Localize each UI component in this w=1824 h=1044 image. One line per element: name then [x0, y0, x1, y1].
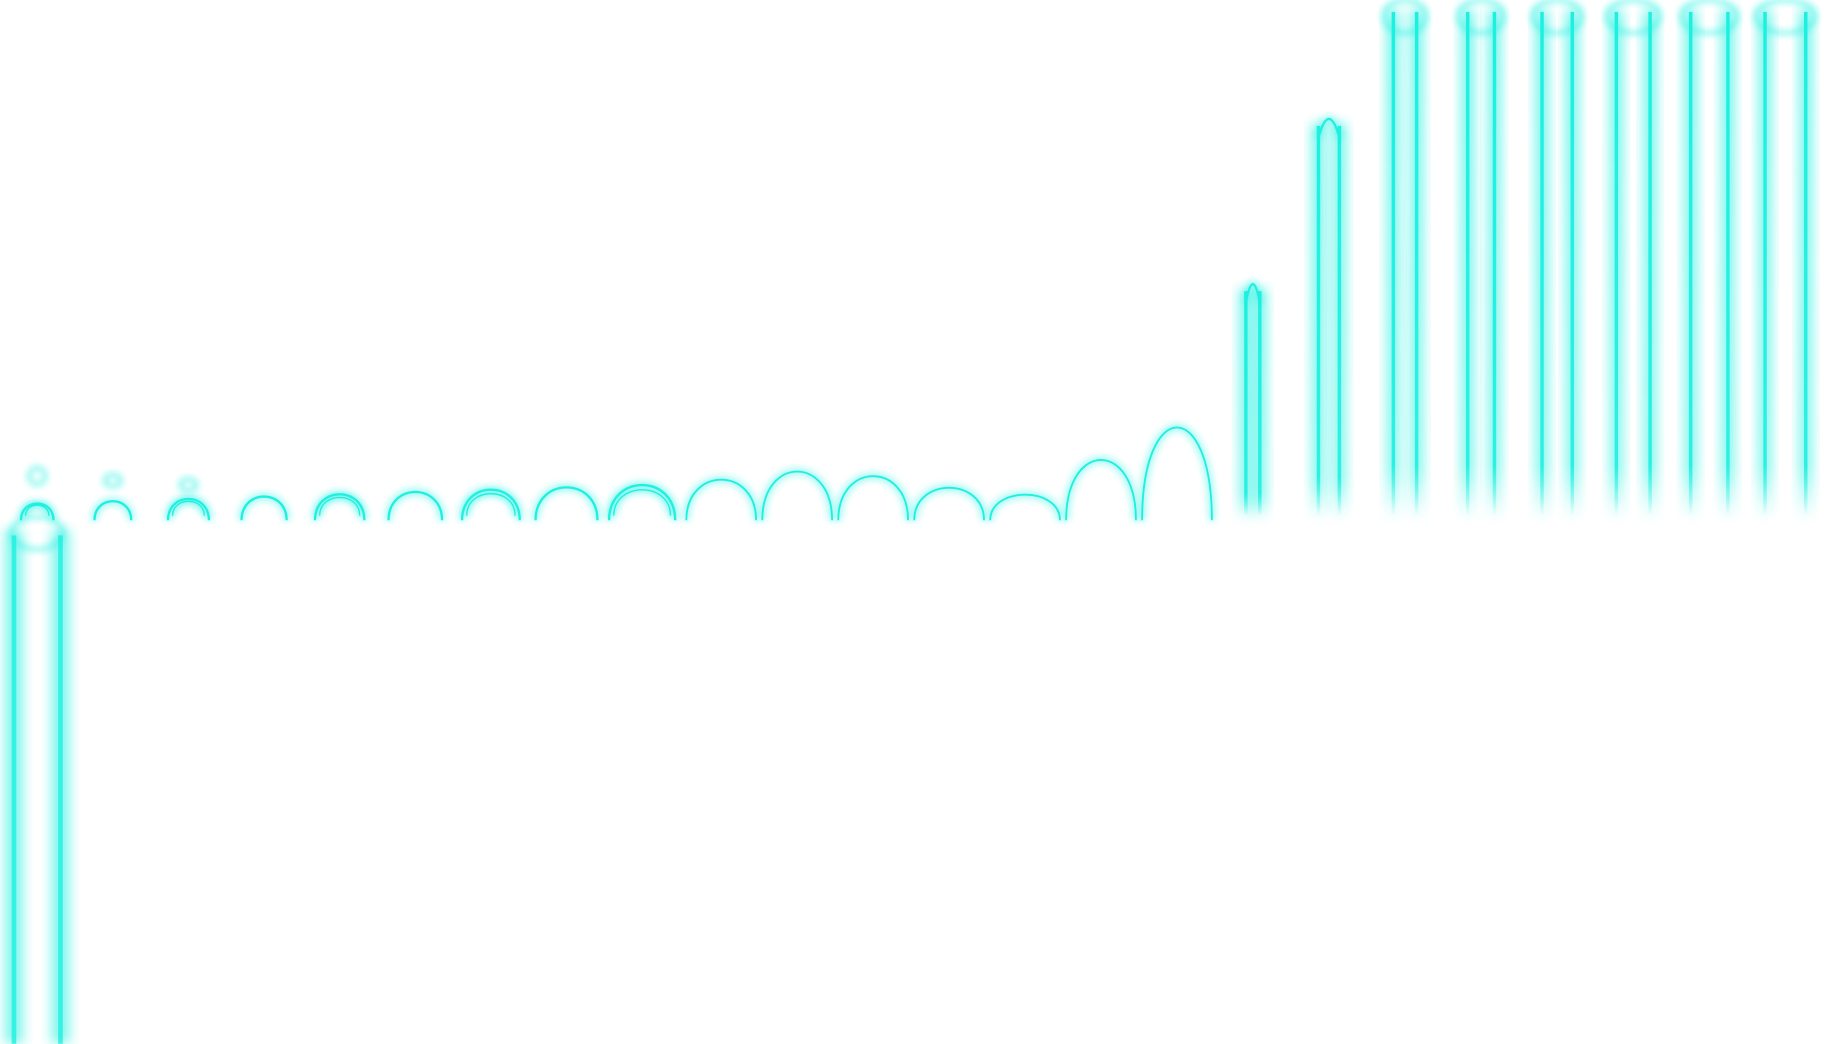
column-line — [1465, 11, 1470, 516]
outline — [1065, 458, 1137, 521]
dome-frame — [834, 472, 912, 521]
outline — [460, 488, 521, 521]
column-ring — [1753, 0, 1817, 35]
column-line — [1614, 11, 1619, 516]
bubble-frame — [164, 477, 213, 521]
column-line — [11, 535, 17, 1044]
outline — [240, 495, 288, 521]
outline — [318, 496, 361, 516]
column-ring — [9, 515, 65, 552]
outline — [171, 500, 205, 516]
column-line — [58, 535, 63, 1044]
column-line — [1337, 125, 1342, 516]
column-line — [1316, 125, 1321, 516]
column-line — [1726, 11, 1730, 516]
dome-frame — [986, 491, 1064, 521]
column-line — [1244, 291, 1248, 516]
dome-frame — [910, 484, 988, 521]
frames — [4, 0, 1817, 1044]
column-ring — [1382, 0, 1428, 35]
column-line — [1763, 11, 1767, 516]
outline — [989, 493, 1061, 521]
column-line — [1391, 11, 1396, 516]
column-ring — [1605, 0, 1662, 35]
column-frame — [1456, 0, 1506, 521]
bubble-frame — [532, 484, 601, 521]
column-frame — [1311, 115, 1347, 521]
bubble-frame — [458, 486, 524, 521]
column-line — [1414, 11, 1419, 516]
bubble-frame — [311, 491, 368, 521]
bubble-frame — [90, 473, 135, 521]
outline — [534, 486, 599, 521]
column-line — [1688, 11, 1693, 516]
outline — [1141, 426, 1213, 521]
tall-column-frame — [4, 515, 70, 1044]
outline — [607, 484, 677, 521]
column-frame — [1382, 0, 1428, 521]
column-frame — [1530, 0, 1584, 521]
droplet — [179, 477, 198, 492]
dome-frame — [683, 476, 760, 521]
column-frame — [1238, 280, 1267, 521]
outline — [913, 487, 985, 521]
column-line — [1648, 11, 1652, 516]
column-frame — [1605, 0, 1662, 521]
column-line — [1258, 291, 1262, 516]
column-ring — [1679, 0, 1739, 35]
column-ring — [1530, 0, 1584, 35]
bubble-frame — [385, 488, 446, 521]
outline — [466, 493, 516, 516]
column-line — [1492, 11, 1497, 516]
dome-frame — [759, 468, 836, 521]
column-ring — [1456, 0, 1506, 35]
column-frame — [1679, 0, 1739, 521]
outline — [837, 475, 909, 521]
bubble-frame — [17, 466, 57, 521]
bubble-frame — [238, 493, 291, 521]
outline — [1317, 117, 1341, 138]
outline — [685, 478, 758, 521]
column-frame — [1753, 0, 1817, 521]
column-line — [1570, 11, 1575, 516]
column-line — [1540, 11, 1544, 516]
dome-frame — [1062, 456, 1140, 521]
outline — [761, 470, 834, 521]
outline — [387, 490, 444, 521]
column-line — [1803, 11, 1808, 516]
droplet — [27, 466, 47, 486]
outline — [613, 489, 672, 516]
outline — [24, 504, 50, 516]
bubble-frame — [605, 481, 679, 521]
outline — [93, 500, 133, 521]
droplet — [103, 473, 123, 488]
dome-frame — [1138, 424, 1216, 521]
outline — [1244, 282, 1261, 303]
